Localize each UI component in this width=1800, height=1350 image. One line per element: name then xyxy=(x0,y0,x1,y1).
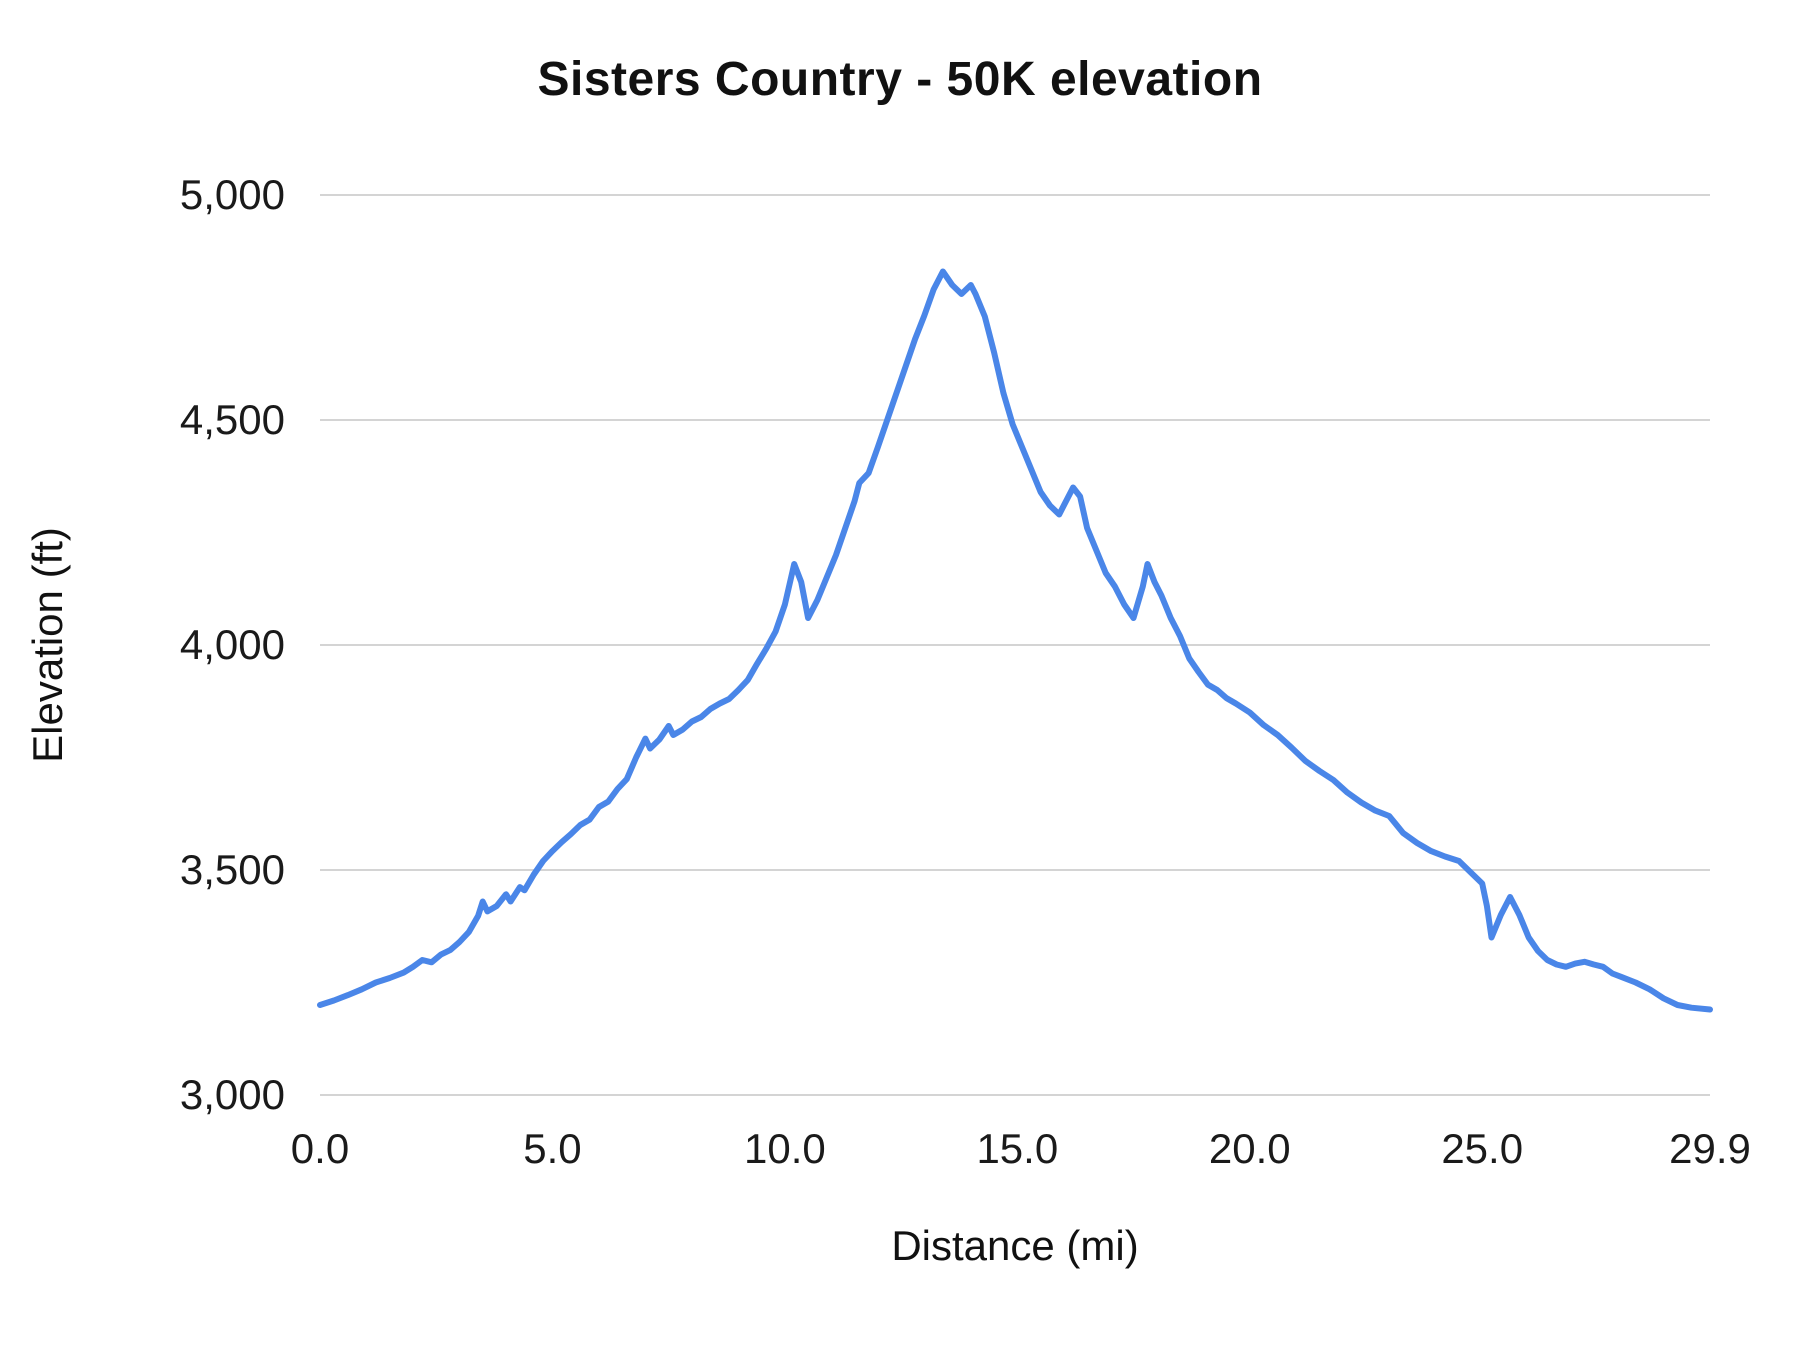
x-tick-label: 10.0 xyxy=(744,1125,826,1172)
x-tick-label: 5.0 xyxy=(523,1125,582,1172)
x-tick-label: 29.9 xyxy=(1669,1125,1751,1172)
y-tick-label: 4,500 xyxy=(179,396,285,443)
chart-svg xyxy=(317,194,1713,1096)
y-tick-label: 5,000 xyxy=(179,171,285,218)
x-tick-label: 15.0 xyxy=(976,1125,1059,1172)
y-tick-label: 4,000 xyxy=(179,621,285,668)
x-tick-label: 20.0 xyxy=(1208,1125,1291,1172)
x-axis-title: Distance (mi) xyxy=(891,1222,1139,1269)
elevation-line xyxy=(317,268,1713,1013)
y-tick-label: 3,500 xyxy=(179,846,285,893)
x-tick-label: 25.0 xyxy=(1441,1125,1524,1172)
y-axis-title: Elevation (ft) xyxy=(24,527,71,763)
x-tick-label: 0.0 xyxy=(290,1125,350,1172)
y-tick-label: 3,000 xyxy=(179,1071,285,1118)
plot-area xyxy=(317,194,1713,1096)
chart-title: Sisters Country - 50K elevation xyxy=(537,53,1263,106)
